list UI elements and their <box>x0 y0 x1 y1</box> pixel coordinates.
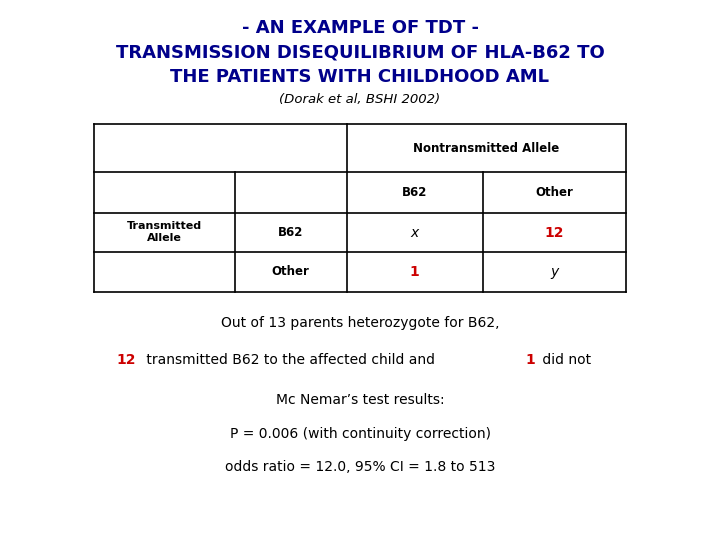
Text: odds ratio = 12.0, 95% CI = 1.8 to 513: odds ratio = 12.0, 95% CI = 1.8 to 513 <box>225 460 495 474</box>
Text: Other: Other <box>536 186 573 199</box>
Text: - AN EXAMPLE OF TDT -: - AN EXAMPLE OF TDT - <box>241 19 479 37</box>
Text: 12: 12 <box>117 353 136 367</box>
Text: Mc Nemar’s test results:: Mc Nemar’s test results: <box>276 393 444 407</box>
Text: THE PATIENTS WITH CHILDHOOD AML: THE PATIENTS WITH CHILDHOOD AML <box>171 68 549 85</box>
Text: B62: B62 <box>402 186 427 199</box>
Text: (Dorak et al, BSHI 2002): (Dorak et al, BSHI 2002) <box>279 93 441 106</box>
Text: y: y <box>550 265 559 279</box>
Text: B62: B62 <box>278 226 303 239</box>
Text: Nontransmitted Allele: Nontransmitted Allele <box>413 141 559 154</box>
Text: 12: 12 <box>545 226 564 240</box>
Text: 1: 1 <box>526 353 536 367</box>
Text: Other: Other <box>271 266 310 279</box>
Text: P = 0.006 (with continuity correction): P = 0.006 (with continuity correction) <box>230 427 490 441</box>
Text: Transmitted
Allele: Transmitted Allele <box>127 221 202 242</box>
Text: transmitted B62 to the affected child and: transmitted B62 to the affected child an… <box>142 353 439 367</box>
Text: x: x <box>410 226 419 240</box>
Text: 1: 1 <box>410 265 420 279</box>
Text: TRANSMISSION DISEQUILIBRIUM OF HLA-B62 TO: TRANSMISSION DISEQUILIBRIUM OF HLA-B62 T… <box>116 43 604 61</box>
Text: did not: did not <box>539 353 591 367</box>
Text: Out of 13 parents heterozygote for B62,: Out of 13 parents heterozygote for B62, <box>221 316 499 330</box>
